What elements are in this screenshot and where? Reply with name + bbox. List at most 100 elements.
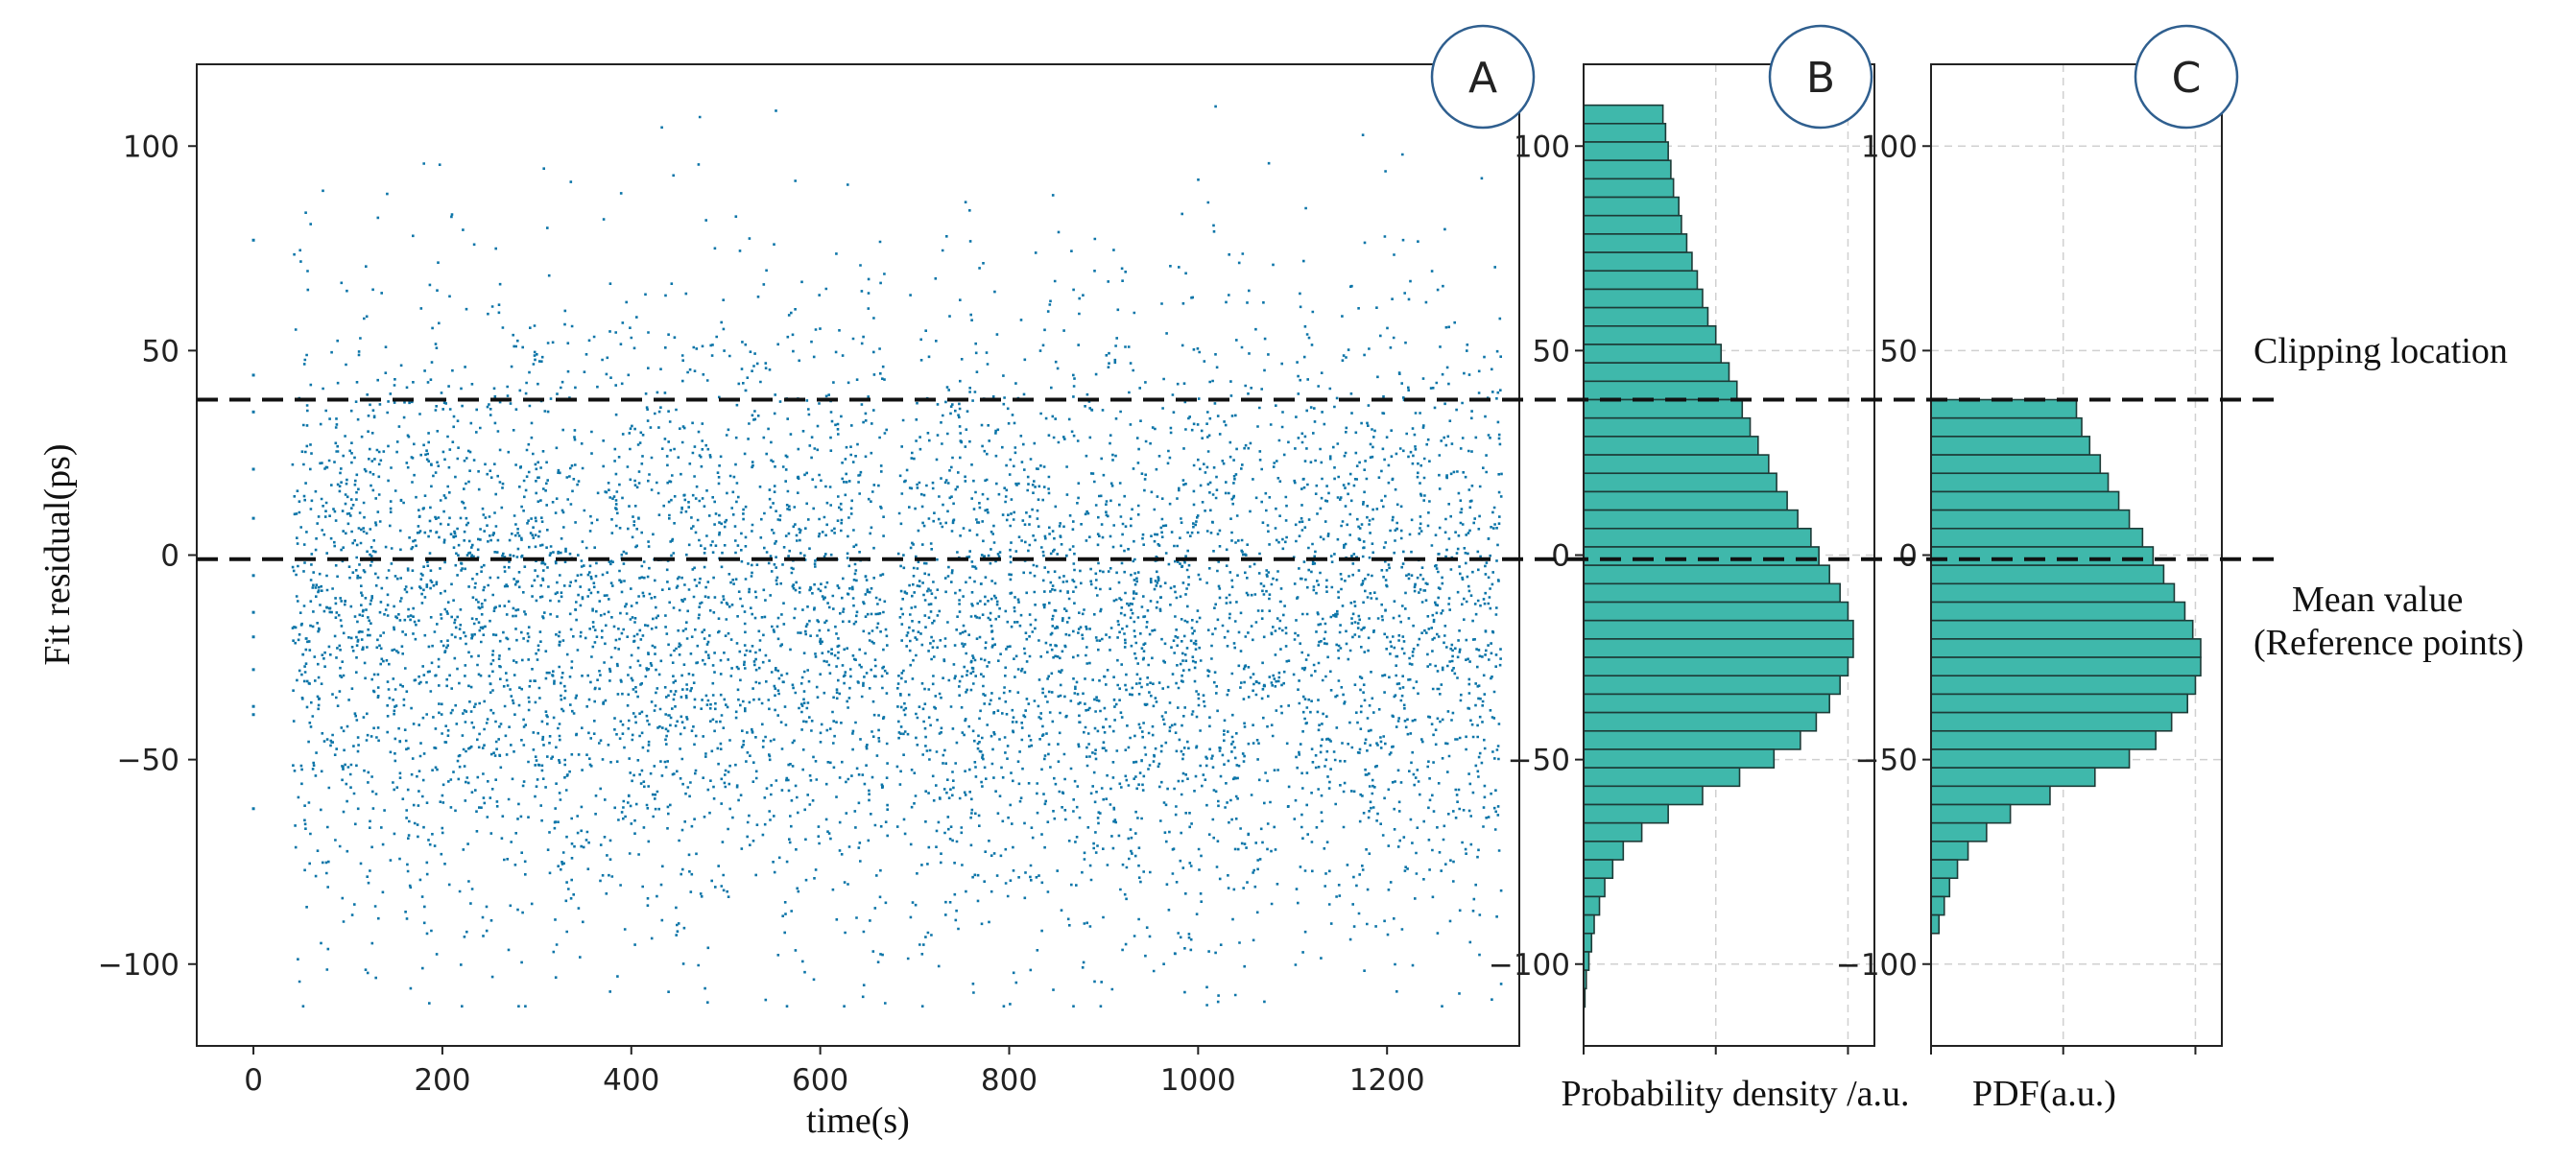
reference-points-label: (Reference points) [2254, 623, 2524, 663]
panel-b-bar [1583, 601, 1849, 622]
x-tick-label: 1200 [1349, 1063, 1425, 1098]
panel-b-bar [1583, 859, 1614, 880]
panel-c-bar [1930, 785, 2051, 806]
x-tick-label: 1000 [1160, 1063, 1236, 1098]
y-tick-label: −100 [98, 948, 179, 983]
panel-a-y-axis-title: Fit residual(ps) [37, 443, 78, 665]
panel-b-bar [1583, 509, 1799, 530]
panel-c-bar [1930, 841, 1969, 861]
panel-b-bar [1583, 895, 1601, 916]
panel-b-x-axis-title: Probability density /a.u. [1561, 1074, 1909, 1114]
isolated-point [251, 610, 255, 614]
panel-b-y-tick-label: −50 [1508, 744, 1570, 778]
panel-b-bar [1583, 546, 1820, 566]
panel-c-y-tick-label: 100 [1861, 130, 1918, 164]
scatter-point-cloud [291, 105, 1503, 1008]
panel-c-bar [1930, 748, 2131, 769]
panel-c-bar [1930, 803, 2012, 824]
panel-b-badge-label: B [1806, 54, 1835, 103]
panel-b-bar [1583, 233, 1688, 253]
y-tick-label: 0 [160, 539, 179, 574]
panel-c-bar [1930, 546, 2155, 566]
panel-b-bar [1583, 785, 1704, 806]
panel-c-bar [1930, 582, 2176, 604]
panel-b-bar [1583, 196, 1680, 217]
panel-b-bar [1583, 454, 1770, 475]
panel-c-y-tick-label: −50 [1855, 744, 1918, 778]
panel-b-bar [1583, 527, 1812, 548]
panel-c-y-tick-label: 50 [1880, 334, 1918, 368]
x-tick-label: 0 [244, 1063, 263, 1098]
panel-b-y-tick-label: 0 [1551, 539, 1570, 574]
panel-b-bar [1583, 748, 1776, 769]
panel-c-bar [1930, 913, 1941, 935]
y-tick-label: 50 [142, 334, 179, 368]
panel-c-bar [1930, 601, 2186, 622]
panel-b-bar [1583, 913, 1595, 935]
panel-c-bar [1930, 821, 1988, 842]
panel-b-bar [1583, 324, 1717, 345]
panel-b-bar [1583, 380, 1738, 401]
panel-b-bar [1583, 123, 1667, 143]
panel-c-bar [1930, 509, 2131, 530]
isolated-point [251, 574, 255, 578]
x-tick-label: 600 [792, 1063, 848, 1098]
panel-b-bar [1583, 472, 1777, 493]
panel-b-y-tick-label: 100 [1514, 130, 1570, 164]
panel-b-bar [1583, 821, 1643, 842]
isolated-point [251, 373, 255, 377]
panel-b-histogram: 100 50 0 −50 −100 Probability density /a.u. [1489, 63, 1910, 1114]
panel-b-bar [1583, 693, 1830, 714]
panel-b-y-tick-label: −100 [1489, 948, 1570, 983]
panel-b-bar [1583, 803, 1669, 824]
y-tick-label: 100 [123, 130, 179, 164]
panel-c-badge-label: C [2172, 54, 2202, 103]
isolated-point [251, 704, 255, 708]
scatter-points [251, 105, 1503, 1008]
x-tick-label: 200 [414, 1063, 470, 1098]
panel-c-bar [1930, 693, 2188, 714]
panel-c-bar [1930, 656, 2202, 677]
panel-c-y-tick-label: −100 [1836, 948, 1918, 983]
panel-b-bar [1583, 675, 1841, 696]
isolated-point [251, 635, 255, 639]
isolated-point [251, 238, 255, 242]
panel-b-bar [1583, 141, 1669, 161]
panel-b-bar [1583, 251, 1693, 273]
panel-a-badge: A [1430, 24, 1536, 130]
panel-c-bar [1930, 490, 2120, 511]
isolated-point [251, 713, 255, 717]
panel-c-bar [1930, 472, 2110, 493]
panel-b-bar [1583, 362, 1730, 383]
panel-b-bar [1583, 582, 1841, 604]
panel-c-bar [1930, 711, 2173, 732]
y-tick-label: −50 [117, 744, 179, 778]
mean-value-label: Mean value [2292, 580, 2463, 620]
panel-c-bar [1930, 436, 2091, 456]
panel-b-bar [1583, 932, 1593, 953]
isolated-point [251, 516, 255, 520]
panel-c-badge: C [2134, 24, 2239, 130]
panel-b-bar [1583, 398, 1744, 419]
isolated-point [251, 410, 255, 414]
clipping-location-label: Clipping location [2254, 331, 2508, 371]
isolated-point [251, 807, 255, 811]
panel-c-bar [1930, 527, 2144, 548]
panel-b-badge: B [1768, 24, 1873, 130]
panel-a-frame [196, 63, 1520, 1047]
isolated-point [251, 467, 255, 471]
x-tick-label: 800 [981, 1063, 1038, 1098]
panel-b-bar [1583, 711, 1818, 732]
panel-b-bar [1583, 729, 1801, 750]
panel-b-bar [1583, 436, 1759, 456]
panel-a-badge-label: A [1468, 54, 1497, 103]
panel-b-bar [1583, 877, 1606, 898]
panel-c-y-tick-label: 0 [1898, 539, 1918, 574]
panel-b-bar [1583, 270, 1699, 291]
panel-b-bar [1583, 178, 1675, 199]
panel-b-bar [1583, 416, 1752, 438]
panel-c-bar [1930, 729, 2157, 750]
panel-c-bar [1930, 859, 1959, 880]
panel-c-bar [1930, 416, 2083, 438]
